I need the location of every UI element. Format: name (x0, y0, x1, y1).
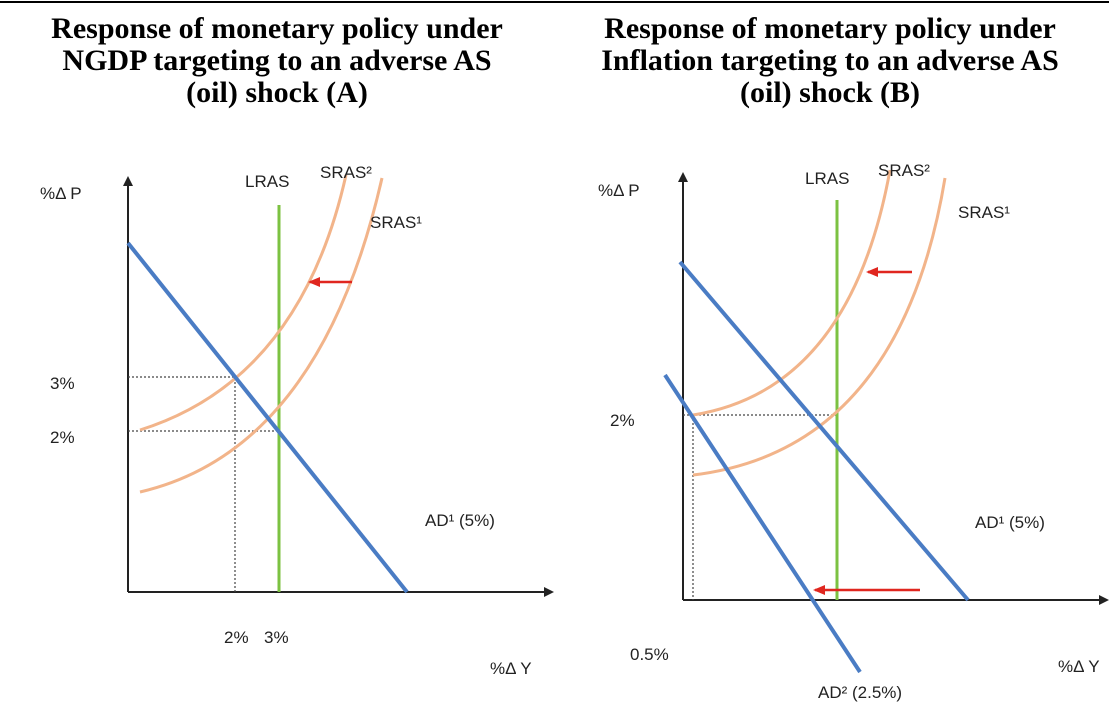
panel-a: Response of monetary policy under NGDP t… (40, 12, 554, 678)
title-line: NGDP targeting to an adverse AS (62, 44, 491, 77)
y-axis-label: %Δ P (598, 181, 640, 200)
sras1-curve (692, 177, 947, 477)
title-line: (oil) shock (B) (740, 76, 920, 109)
curve-label: LRAS (245, 172, 289, 191)
curve-label: SRAS² (878, 161, 930, 180)
title-line: Inflation targeting to an adverse AS (601, 44, 1059, 77)
ad1-line (678, 260, 970, 602)
guide-line (128, 376, 236, 592)
title-line: Response of monetary policy under (604, 12, 1056, 45)
y-tick-label: 3% (50, 374, 75, 393)
panel-b: Response of monetary policy under Inflat… (598, 12, 1109, 702)
sras1-curve (139, 177, 384, 494)
curve-label: AD² (2.5%) (818, 683, 902, 702)
x-axis-label: %Δ Y (490, 659, 532, 678)
y-tick-label: 2% (610, 411, 635, 430)
curve-label: SRAS¹ (958, 203, 1010, 222)
ad1-line (126, 241, 409, 594)
title-line: Response of monetary policy under (51, 12, 503, 45)
title-line: (oil) shock (A) (186, 76, 368, 109)
x-axis-label: %Δ Y (1058, 657, 1100, 676)
curve-label: LRAS (805, 169, 849, 188)
ad2-line (663, 373, 862, 674)
curve-label: SRAS¹ (370, 213, 422, 232)
curve-label: SRAS² (320, 163, 372, 182)
sras2-curve (692, 169, 892, 417)
x-tick-label: 2% (224, 628, 249, 647)
y-tick-label: 2% (50, 428, 75, 447)
curve-label: AD¹ (5%) (975, 513, 1045, 532)
x-tick-label: 0.5% (630, 645, 669, 664)
y-axis-label: %Δ P (40, 184, 82, 203)
sras2-curve (139, 174, 348, 432)
curve-label: AD¹ (5%) (425, 511, 495, 530)
x-tick-label: 3% (264, 628, 289, 647)
